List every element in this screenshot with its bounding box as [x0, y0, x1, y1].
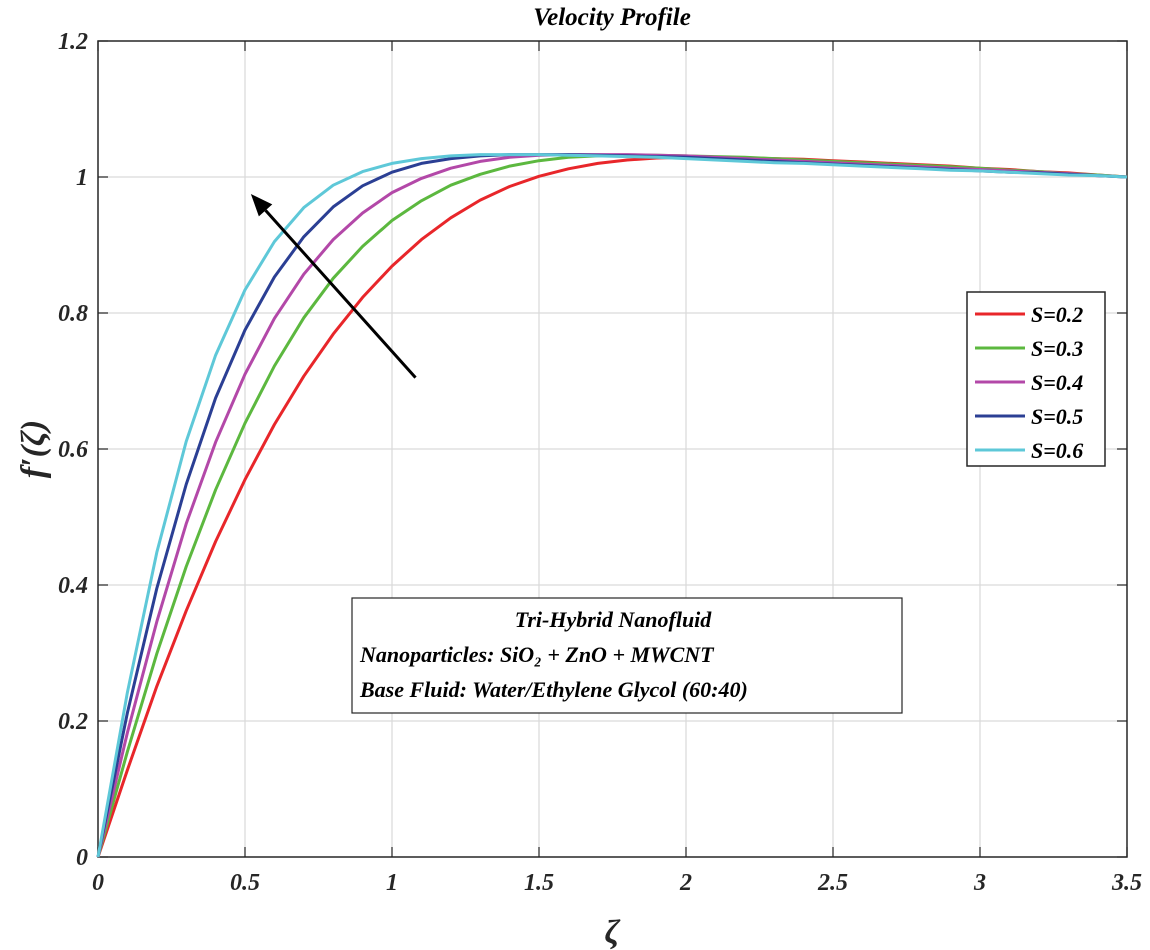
series-line-3 [96, 153, 1128, 858]
annotation-line-3: Base Fluid: Water/Ethylene Glycol (60:40… [359, 677, 748, 702]
y-tick-label: 0.8 [58, 301, 88, 327]
arrow-head [250, 194, 273, 217]
chart-title: Velocity Profile [533, 4, 691, 31]
y-tick-label: 0.2 [58, 709, 88, 735]
series-lines [96, 153, 1128, 858]
annotation-box: Tri-Hybrid Nanofluid Nanoparticles: SiO₂… [351, 597, 903, 714]
annotation-line-2: Nanoparticles: SiO₂ + ZnO + MWCNT [359, 642, 715, 667]
series-line-2 [96, 153, 1128, 858]
x-tick-label: 2.5 [817, 870, 848, 896]
series-line-1 [96, 155, 1128, 858]
arrow-shaft [264, 209, 417, 379]
legend: S=0.2 S=0.3 S=0.4 S=0.5 S=0.6 [966, 291, 1106, 467]
legend-items: S=0.2 S=0.3 S=0.4 S=0.5 S=0.6 [975, 302, 1083, 463]
x-tick-label: 3 [973, 870, 986, 896]
x-tick-label: 1 [386, 870, 398, 896]
x-tick-label: 0 [92, 870, 104, 896]
legend-label-2: S=0.3 [1031, 336, 1083, 361]
legend-label-4: S=0.5 [1031, 404, 1083, 429]
annotation-line-1: Tri-Hybrid Nanofluid [515, 607, 713, 632]
y-tick-label: 0 [76, 845, 88, 871]
x-tick-label: 1.5 [524, 870, 554, 896]
x-tick-label: 2 [679, 870, 692, 896]
y-tick-label: 1.2 [58, 29, 88, 55]
legend-label-3: S=0.4 [1031, 370, 1083, 395]
trend-arrow [250, 194, 417, 379]
x-tick-label: 0.5 [230, 870, 260, 896]
series-line-4 [96, 153, 1128, 858]
legend-label-1: S=0.2 [1031, 302, 1083, 327]
legend-label-5: S=0.6 [1031, 438, 1083, 463]
legend-frame [966, 291, 1106, 467]
y-axis-ticks: 0 0.2 0.4 0.6 0.8 1 1.2 [58, 29, 1127, 871]
x-tick-label: 3.5 [1111, 870, 1142, 896]
y-tick-label: 0.4 [58, 573, 88, 599]
y-tick-label: 1 [76, 165, 88, 191]
y-axis-label: f′(ζ) [15, 420, 52, 479]
annotation-frame [351, 597, 903, 714]
x-axis-label: ζ [605, 914, 621, 950]
series-line-5 [96, 153, 1128, 858]
y-tick-label: 0.6 [58, 437, 88, 463]
